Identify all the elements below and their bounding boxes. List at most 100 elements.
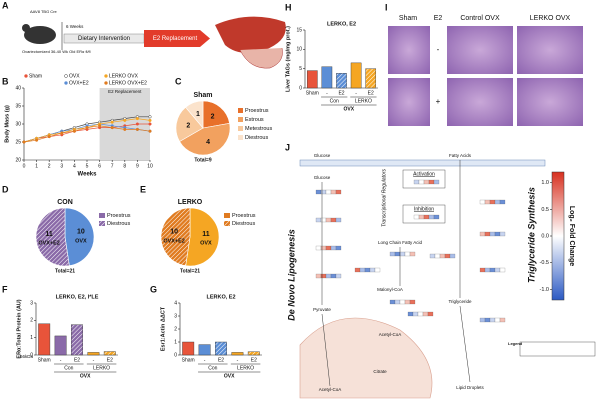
heatmap-cell [434,253,441,259]
bar [215,341,227,356]
pathway-node: Glucose [314,153,331,158]
heatmap-cell [423,179,430,185]
x-tick-label: Sham [306,90,319,96]
legend-label: Proestrus [232,213,256,219]
series-point [72,129,76,133]
pie-title: CON [57,199,73,206]
legend-swatch [224,221,230,226]
heatmap-cell [330,245,337,251]
x-tick-label: E2 [338,90,344,96]
x-tick-label: Sham [38,357,51,363]
y-tick-label: 0 [174,352,177,358]
heatmap-cell [413,214,420,220]
histology: Sham E2 Control OVX LERKO OVX - + [388,15,583,126]
pie-value-label: 10 [77,229,85,236]
legend-marker [64,81,68,85]
y-tick-label: 25 [15,139,21,145]
row-label: - [437,45,440,54]
series-point [148,122,152,126]
pie-value-label: 1 [196,111,200,118]
pie-value-label: 2 [186,122,190,129]
heatmap-cell [484,317,491,323]
heatmap-cell [433,179,440,185]
legend-swatch [224,213,230,218]
heatmap-cell [404,299,411,305]
legend-marker [104,74,108,78]
colorbar [551,171,565,301]
heatmap-cell [394,251,401,257]
panel-letter: H [285,2,292,12]
heatmap-cell [407,311,414,317]
pie-value-label: 2 [211,113,215,120]
panel-letter: I [385,2,388,12]
column-label: Control OVX [460,15,500,22]
legend-label: Proestrus [107,213,131,219]
bar [71,324,83,356]
pie-slice [160,207,191,267]
heatmap-cell [479,199,486,205]
colorbar-tick-label: 0.0 [541,233,549,239]
panel-letter: B [2,76,9,86]
legend-title: Legend [508,341,523,346]
legend-label: Diestrous [107,221,130,227]
pie-footer: Total=21 [180,268,200,274]
colorbar-label: Log₂ Fold Change [568,206,575,266]
group-label: LERKO [355,98,372,104]
heatmap-cell [499,231,506,237]
aav-label: AAV8 TBG Cre [30,9,58,14]
legend-box [519,341,596,357]
pathway: De Novo Lipogenesis Triglyceride Synthesi… [286,153,596,399]
heatmap-cell [428,214,435,220]
bar [87,352,100,356]
heatmap-cell [499,317,506,323]
mitochondrion [299,317,433,399]
x-tick-label: Sham [182,357,195,363]
series-point [135,122,139,126]
pie-slice [185,100,204,129]
duration-label: 6 Weeks [66,24,84,29]
x-tick-label: 7 [111,163,114,169]
heatmap-cell [479,231,486,237]
heatmap-cell [325,217,332,223]
series-point [135,127,139,131]
heatmap-cell [489,231,496,237]
heatmap-cell [374,267,381,273]
heatmap-cell [494,231,501,237]
mouse-icon [24,26,56,44]
y-axis-label: Body Mass (g) [4,105,10,143]
heatmap-cell [489,267,496,273]
pie-title: LERKO [178,199,203,206]
legend-label: Sham [29,73,42,79]
bar [306,70,318,89]
heatmap-cell [369,267,376,273]
heatmap-cell [354,267,361,273]
pie-value-label: 10 [170,229,178,236]
regulators-label: Transcriptional Regulators [381,169,387,227]
heatmap-cell [484,267,491,273]
pie-slice [202,100,230,129]
legend-label: OVX+E2 [69,80,89,86]
pie-footer: Total=21 [55,268,75,274]
legend-swatch [238,108,243,113]
series-point [135,117,139,121]
legend-label: LERKO OVX [109,73,139,79]
y-tick-label: 4 [174,300,177,306]
histology-image [447,26,513,74]
pie-slice [175,106,204,142]
series-point [98,124,102,128]
series-point [22,140,26,144]
bar [336,73,347,89]
series-point [148,115,152,119]
colorbar-tick-label: 0.5 [541,207,549,213]
pie-slice [185,207,220,267]
diet-label: Dietary Intervention [78,36,130,42]
heatmap-cell [335,273,342,279]
pie-category-label: OVX+E2 [163,238,185,244]
y-tick-label: 40 [15,85,21,91]
group-label: OVX [80,373,91,379]
group-label: LERKO [93,365,110,371]
inhibition-label: Inhibition [414,206,434,212]
legend-label: OVX [69,73,80,79]
group-label: Con [64,365,73,371]
